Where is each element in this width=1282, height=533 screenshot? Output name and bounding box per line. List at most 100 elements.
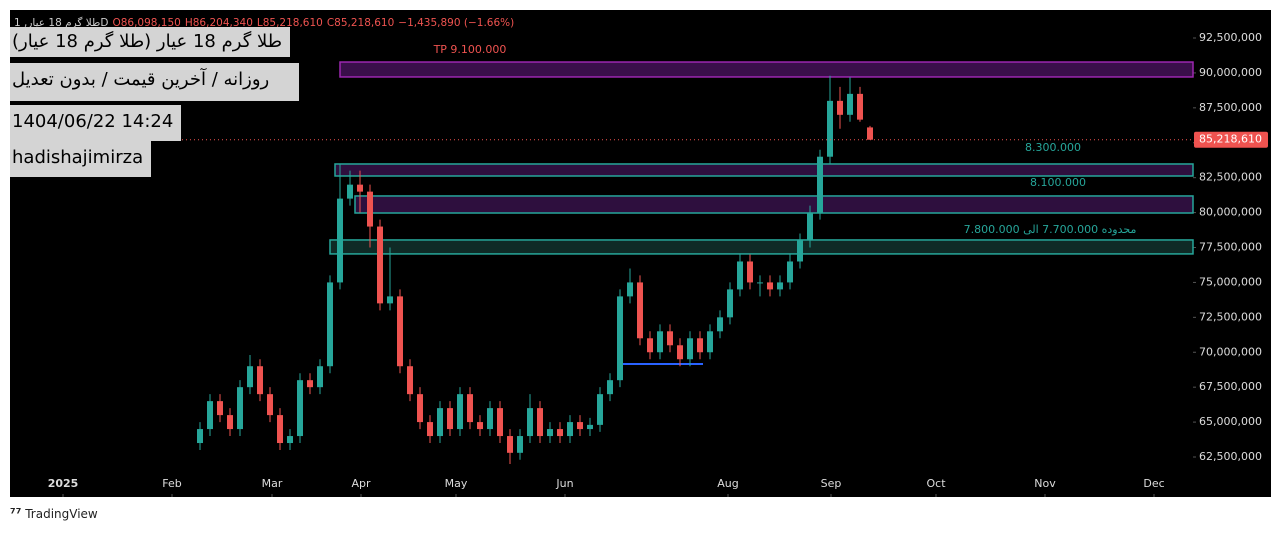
x-tick-label: Jun	[555, 477, 573, 490]
y-tick-label: 70,000,000	[1199, 345, 1262, 358]
subtitle-tag: روزانه / آخرین قیمت / بدون تعدیل	[10, 63, 300, 101]
candle-body	[777, 282, 783, 290]
candle-body	[417, 394, 423, 423]
candle-body	[867, 127, 873, 140]
candle-body	[267, 394, 273, 416]
y-tick-label: 92,500,000	[1199, 31, 1262, 44]
candle-body	[837, 100, 843, 115]
brand: TradingView	[25, 507, 98, 521]
candle-body	[597, 394, 603, 425]
candle-body	[857, 93, 863, 120]
candle-body	[657, 331, 663, 353]
candle-body	[257, 366, 263, 395]
candle-body	[377, 226, 383, 304]
candle-body	[427, 422, 433, 437]
candle-body	[437, 408, 443, 437]
date-tag: 1404/06/22 14:24	[10, 105, 182, 141]
candle-body	[527, 408, 533, 437]
candle-body	[507, 436, 513, 453]
candle-body	[477, 422, 483, 430]
candle-body	[337, 198, 343, 283]
candle-body	[717, 317, 723, 332]
candle-body	[547, 429, 553, 437]
candle-body	[207, 401, 213, 430]
x-tick-label: Aug	[717, 477, 738, 490]
candle-body	[647, 338, 653, 353]
candle-body	[727, 289, 733, 318]
author-tag: hadishajimirza	[10, 141, 152, 177]
candle-body	[467, 394, 473, 423]
candle-body	[697, 338, 703, 353]
candle-body	[557, 429, 563, 437]
high: H86,204,340	[184, 17, 253, 29]
zone-label: TP 9.100.000	[433, 43, 507, 56]
y-tick-label: 62,500,000	[1199, 450, 1262, 463]
candle-body	[587, 424, 593, 430]
candle-body	[457, 394, 463, 430]
candle-body	[317, 366, 323, 388]
y-tick-label: 75,000,000	[1199, 275, 1262, 288]
close: C85,218,610	[326, 17, 395, 29]
candle-body	[297, 380, 303, 437]
x-tick-label: Oct	[926, 477, 946, 490]
candle-body	[227, 415, 233, 430]
candle-body	[287, 436, 293, 444]
candle-body	[277, 415, 283, 444]
last-price-label: 85,218,610	[1199, 133, 1262, 146]
candle-body	[517, 436, 523, 453]
candle-body	[807, 212, 813, 241]
candle-body	[367, 191, 373, 227]
x-tick-label: Dec	[1143, 477, 1164, 490]
candle-body	[347, 184, 353, 199]
candle-body	[497, 408, 503, 437]
candle-body	[797, 240, 803, 262]
x-tick-label: May	[445, 477, 468, 490]
y-tick-label: 90,000,000	[1199, 66, 1262, 79]
y-tick-label: 77,500,000	[1199, 241, 1262, 254]
candle-body	[387, 296, 393, 304]
x-tick-label: Nov	[1034, 477, 1056, 490]
candle-body	[817, 156, 823, 213]
candle-body	[237, 387, 243, 430]
candle-body	[737, 261, 743, 290]
symbol: طلا گرم 18 عیار, 1D	[14, 17, 109, 29]
candle-body	[707, 331, 713, 353]
candle-body	[757, 282, 763, 284]
candle-body	[667, 331, 673, 346]
candle-body	[617, 296, 623, 381]
x-tick-label: Apr	[351, 477, 371, 490]
candle-body	[407, 366, 413, 395]
candle-body	[787, 261, 793, 283]
y-tick-label: 82,500,000	[1199, 171, 1262, 184]
last-price-box	[1194, 131, 1268, 148]
y-tick-label: 65,000,000	[1199, 415, 1262, 428]
change: −1,435,890 (−1.66%)	[398, 17, 515, 29]
candle-body	[677, 345, 683, 360]
title-tag: طلا گرم 18 عیار (طلا گرم 18 عیار)	[10, 27, 291, 57]
zone	[339, 61, 1194, 78]
footer: ⁷⁷ TradingView	[10, 507, 98, 522]
candle-body	[247, 366, 253, 388]
candle-body	[637, 282, 643, 339]
candle-body	[447, 408, 453, 430]
zone	[334, 163, 1194, 177]
candle-body	[567, 422, 573, 437]
x-tick-label: Feb	[162, 477, 181, 490]
x-tick-label: Sep	[821, 477, 842, 490]
low: L85,218,610	[256, 17, 323, 29]
candle-body	[627, 282, 633, 297]
candle-body	[487, 408, 493, 430]
candle-body	[577, 422, 583, 430]
candle-body	[397, 296, 403, 367]
x-tick-label: Mar	[262, 477, 283, 490]
x-tick-label: 2025	[48, 477, 79, 490]
zone	[329, 239, 1194, 255]
candle-body	[747, 261, 753, 283]
candle-body	[687, 338, 693, 360]
y-tick-label: 67,500,000	[1199, 380, 1262, 393]
y-tick-label: 87,500,000	[1199, 101, 1262, 114]
candle-body	[217, 401, 223, 416]
y-tick-label: 80,000,000	[1199, 206, 1262, 219]
open: O86,098,150	[112, 17, 181, 29]
